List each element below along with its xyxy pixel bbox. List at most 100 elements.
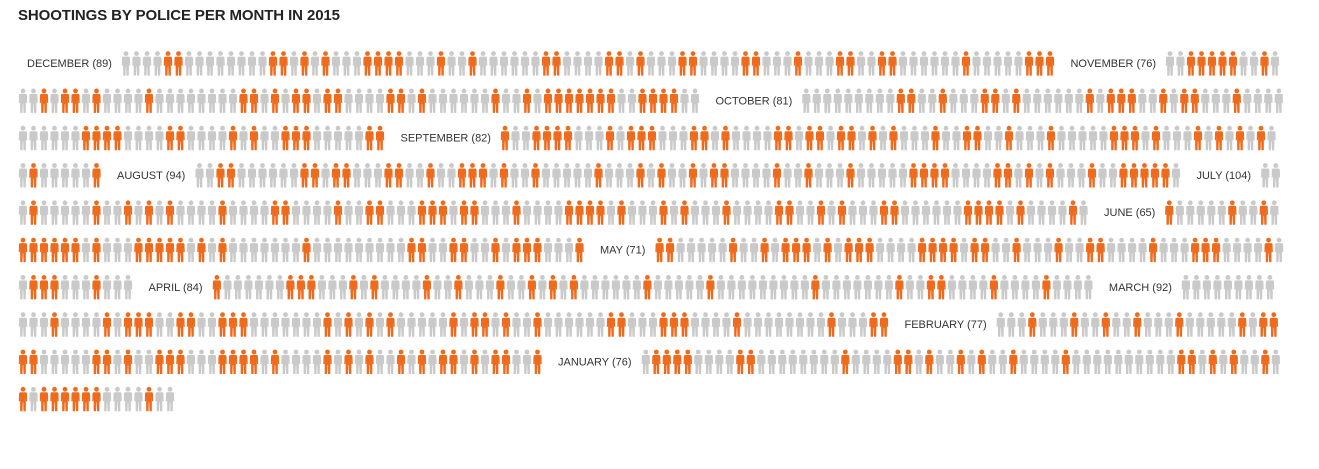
person-icon <box>664 275 673 300</box>
person-icon <box>1001 88 1010 113</box>
person-icon <box>522 237 532 263</box>
person-icon <box>753 200 763 225</box>
person-icon <box>1080 312 1089 337</box>
person-icon <box>1239 51 1248 76</box>
person-icon <box>826 125 835 151</box>
person-icon <box>601 275 610 300</box>
person-icon <box>501 237 511 263</box>
person-icon <box>1180 237 1189 263</box>
person-icon <box>1012 237 1021 263</box>
person-icon <box>500 125 510 151</box>
person-icon <box>760 237 769 263</box>
person-icon <box>1056 163 1065 188</box>
person-icon <box>270 200 280 225</box>
person-icon <box>1154 312 1163 337</box>
person-icon <box>699 163 708 188</box>
person-icon <box>468 51 477 76</box>
person-icon <box>774 200 784 225</box>
month-label-november: NOVEMBER (76) <box>1070 58 1156 70</box>
person-icon <box>722 312 731 337</box>
person-icon <box>653 275 663 300</box>
person-icon <box>907 88 916 113</box>
person-icon <box>417 237 427 263</box>
person-icon <box>706 275 715 300</box>
person-icon <box>533 88 542 113</box>
person-icon <box>1259 312 1268 337</box>
person-icon <box>370 275 379 300</box>
person-icon <box>941 125 951 151</box>
month-label-april: APRIL (84) <box>149 282 203 294</box>
person-icon <box>1014 51 1023 76</box>
person-icon <box>662 349 671 374</box>
person-icon <box>60 163 70 188</box>
person-icon <box>279 51 288 76</box>
person-icon <box>18 312 28 337</box>
person-icon <box>1261 163 1270 188</box>
person-icon <box>895 275 904 300</box>
person-icon <box>911 200 920 225</box>
person-icon <box>155 88 164 113</box>
person-icon <box>354 312 364 337</box>
person-icon <box>772 51 782 76</box>
person-icon <box>857 125 867 151</box>
person-icon <box>289 51 299 76</box>
person-icon <box>386 349 395 374</box>
person-icon <box>470 88 479 113</box>
person-icon <box>725 349 734 374</box>
person-icon <box>951 163 960 188</box>
person-icon <box>113 349 122 374</box>
person-icon <box>931 125 940 151</box>
person-icon <box>197 200 206 225</box>
person-icon <box>405 51 414 76</box>
person-icon <box>749 237 759 263</box>
person-icon <box>569 275 579 300</box>
person-icon <box>449 200 458 225</box>
person-icon <box>417 349 427 374</box>
person-icon <box>1249 51 1259 76</box>
person-icon <box>1124 349 1133 374</box>
person-icon <box>942 200 952 225</box>
person-icon <box>218 237 227 263</box>
person-icon <box>102 200 112 225</box>
person-icon <box>1119 163 1128 188</box>
person-icon <box>1196 312 1205 337</box>
person-icon <box>29 386 38 412</box>
person-icon <box>1219 349 1228 374</box>
person-icon <box>917 88 926 113</box>
person-icon <box>806 200 815 225</box>
person-icon <box>898 51 908 76</box>
person-icon <box>847 125 856 151</box>
person-icon <box>743 312 752 337</box>
person-icon <box>1035 163 1044 188</box>
person-icon <box>884 275 894 300</box>
person-icon <box>1112 312 1121 337</box>
person-icon <box>207 200 217 225</box>
person-icon <box>207 237 217 263</box>
person-icon <box>1141 125 1150 151</box>
person-icon <box>688 163 698 188</box>
person-icon <box>60 349 70 374</box>
person-icon <box>426 163 435 188</box>
person-icon <box>375 237 385 263</box>
person-icon <box>665 237 675 263</box>
person-icon <box>247 51 257 76</box>
person-icon <box>328 275 337 300</box>
person-icon <box>1061 349 1070 374</box>
person-icon <box>543 200 553 225</box>
person-icon <box>1049 312 1058 337</box>
person-icon <box>386 200 395 225</box>
person-icon <box>1238 200 1247 225</box>
person-icon <box>447 51 456 76</box>
person-icon <box>802 88 811 113</box>
person-icon <box>123 275 133 300</box>
person-icon <box>428 237 437 263</box>
person-icon <box>176 125 185 151</box>
person-icon <box>554 237 563 263</box>
person-icon <box>1229 349 1238 374</box>
person-icon <box>533 312 542 337</box>
person-icon <box>646 163 656 188</box>
person-icon <box>925 349 934 374</box>
person-icon <box>1066 163 1076 188</box>
person-icon <box>302 200 311 225</box>
person-icon <box>102 349 112 374</box>
